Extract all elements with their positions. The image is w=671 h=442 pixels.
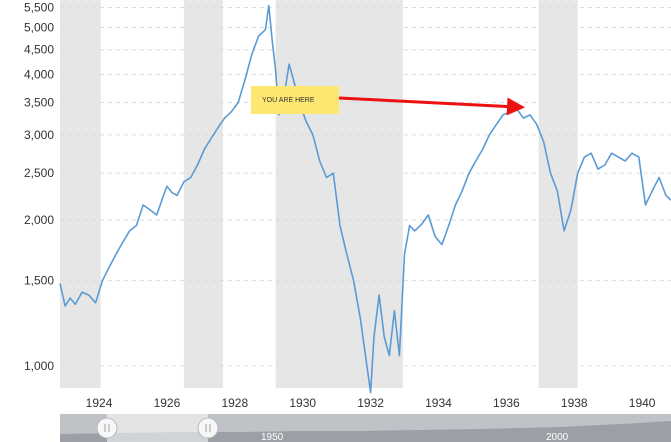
recession-band — [60, 0, 101, 388]
y-tick-label: 1,500 — [24, 274, 54, 288]
y-tick-label: 3,000 — [24, 128, 54, 142]
range-navigator[interactable]: 1950 2000 — [60, 414, 671, 442]
arrow-line — [338, 96, 508, 108]
x-axis-labels: 1924 1926 1928 1930 1932 1934 1936 1938 1940 — [86, 396, 656, 410]
x-tick-label: 1928 — [221, 396, 248, 410]
price-line — [59, 4, 671, 394]
recession-band — [183, 0, 223, 388]
navigator-selection[interactable] — [107, 414, 208, 442]
y-tick-label: 1,000 — [24, 359, 54, 373]
y-tick-label: 3,500 — [24, 96, 54, 110]
y-tick-label: 2,500 — [24, 166, 54, 180]
left-handle[interactable] — [96, 417, 118, 439]
annotation-box — [251, 86, 339, 114]
x-tick-label: 1924 — [86, 396, 113, 410]
x-tick-label: 1936 — [493, 396, 520, 410]
x-tick-label: 1930 — [289, 396, 316, 410]
y-tick-label: 2,000 — [24, 213, 54, 227]
x-tick-label: 1932 — [357, 396, 384, 410]
arrow-head-icon — [506, 97, 526, 116]
left-handle-knob[interactable] — [96, 417, 118, 439]
x-tick-label: 1940 — [629, 396, 656, 410]
recession-band — [275, 0, 403, 388]
navigator-label-2000: 2000 — [546, 432, 569, 442]
recession-bands — [60, 0, 578, 388]
right-handle[interactable] — [197, 417, 219, 439]
x-tick-label: 1926 — [154, 396, 181, 410]
right-handle-knob[interactable] — [197, 417, 219, 439]
y-axis-labels: 1,000 1,500 2,000 2,500 3,000 3,500 4,000 4,500… — [24, 1, 54, 373]
y-tick-label: 4,500 — [24, 43, 54, 57]
x-tick-label: 1934 — [425, 396, 452, 410]
x-tick-label: 1938 — [561, 396, 588, 410]
y-tick-label: 5,000 — [24, 21, 54, 35]
y-tick-label: 4,000 — [24, 67, 54, 81]
y-tick-label: 5,500 — [24, 1, 54, 15]
you-are-here-annotation: YOU ARE HERE — [251, 86, 526, 116]
annotation-text: YOU ARE HERE — [262, 97, 315, 104]
navigator-label-1950: 1950 — [261, 432, 284, 442]
grid-lines — [60, 7, 671, 367]
